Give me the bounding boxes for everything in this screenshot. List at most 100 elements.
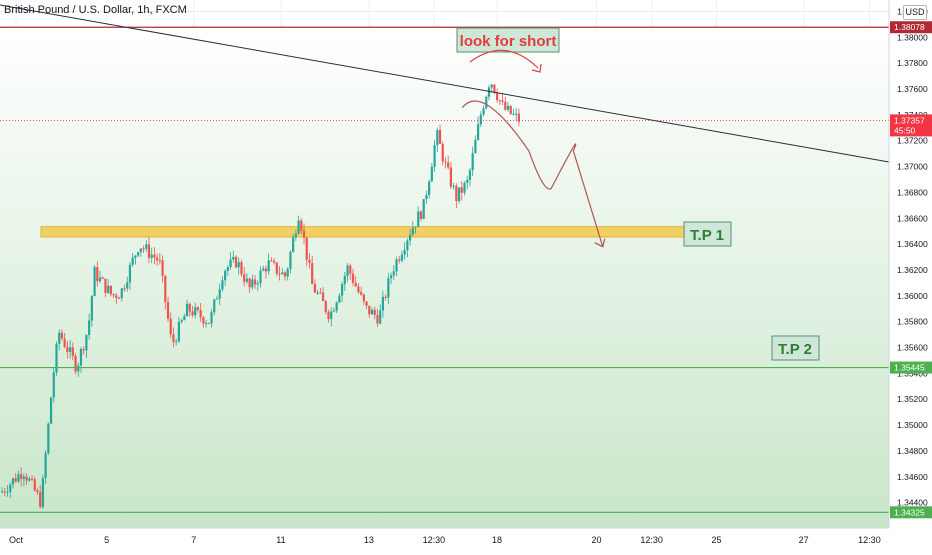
candle-body xyxy=(512,113,515,115)
candle-body xyxy=(232,256,235,260)
candle-body xyxy=(205,322,208,324)
candle-body xyxy=(177,321,180,342)
short-arrowhead xyxy=(531,63,542,73)
price-tick-label: 1.36800 xyxy=(897,187,928,197)
candle-body xyxy=(351,273,355,283)
current-price-tag-countdown: 45:50 xyxy=(894,125,916,135)
candle-body xyxy=(392,271,395,276)
candle-body xyxy=(319,292,322,294)
candle-body xyxy=(52,372,55,398)
candle-body xyxy=(477,124,480,140)
candle-body xyxy=(422,199,425,219)
candle-body xyxy=(438,130,442,144)
candle-body xyxy=(441,143,444,162)
candle-body xyxy=(41,478,44,507)
candle-body xyxy=(145,244,148,249)
current-price-tag-bg xyxy=(890,114,932,137)
candle-body xyxy=(58,332,61,344)
candle-body xyxy=(101,277,104,279)
candle-body xyxy=(449,167,452,187)
candle-body xyxy=(117,297,121,299)
look-for-short-annotation[interactable]: look for short xyxy=(456,27,560,53)
candle-body xyxy=(468,170,472,180)
candle-body xyxy=(199,309,202,318)
candle-body xyxy=(93,267,96,297)
price-tick-label: 1.37800 xyxy=(897,58,928,68)
candle-body xyxy=(444,161,447,163)
chart-title: British Pound / U.S. Dollar, 1h, FXCM xyxy=(4,4,187,16)
candle-body xyxy=(107,285,110,293)
price-tick-label: 1.37600 xyxy=(897,84,928,94)
projection-arrowhead xyxy=(594,238,606,248)
candle-body xyxy=(373,309,376,315)
current-price-tag-text: 1.37357 xyxy=(894,115,925,125)
lower-price-tag-bg xyxy=(890,506,932,519)
tp1-box xyxy=(683,221,732,247)
candle-body xyxy=(164,275,167,302)
annotation-box xyxy=(456,27,560,53)
candle-body xyxy=(398,259,401,261)
time-tick-label: 18 xyxy=(492,535,502,545)
candle-body xyxy=(63,338,66,348)
candle-body xyxy=(501,100,504,102)
candle-body xyxy=(463,182,466,193)
candle-body xyxy=(69,347,72,352)
tp2-price-tag[interactable]: 1.35445 xyxy=(890,361,932,374)
tp2-price-tag-bg xyxy=(890,361,932,374)
candle-body xyxy=(504,101,507,110)
candle-body xyxy=(137,252,140,256)
candle-body xyxy=(82,349,85,351)
tp2-label[interactable]: T.P 2 xyxy=(771,335,820,361)
candle-body xyxy=(368,305,371,315)
candle-body xyxy=(85,335,88,351)
candle-body xyxy=(297,220,300,234)
candle-body xyxy=(175,341,178,343)
lower-price-tag-text: 1.34325 xyxy=(894,507,925,517)
lower-price-tag[interactable]: 1.34325 xyxy=(890,506,932,519)
candle-body xyxy=(11,478,15,485)
candle-body xyxy=(436,130,439,146)
time-axis-bg xyxy=(0,528,932,550)
candle-body xyxy=(281,272,284,275)
price-tick-label: 1.38000 xyxy=(897,32,928,42)
candle-body xyxy=(498,100,501,102)
candle-body xyxy=(188,303,191,312)
tp2-text: T.P 2 xyxy=(778,341,812,358)
candle-body xyxy=(452,185,455,187)
candle-body xyxy=(490,84,493,88)
candle-body xyxy=(346,265,349,276)
candle-body xyxy=(324,300,327,312)
currency-selector[interactable]: USD xyxy=(903,5,927,20)
price-tick-label: 1.37000 xyxy=(897,162,928,172)
candle-body xyxy=(14,478,17,482)
time-tick-label: 5 xyxy=(104,535,109,545)
candle-body xyxy=(88,320,91,336)
price-tick-label: 1.36600 xyxy=(897,213,928,223)
candle-body xyxy=(379,310,382,324)
candle-body xyxy=(362,294,365,302)
candle-body xyxy=(49,397,53,424)
resistance-price-tag[interactable]: 1.38078 xyxy=(890,21,932,34)
candle-body xyxy=(278,273,281,275)
candle-body xyxy=(71,347,74,356)
candle-body xyxy=(305,237,308,260)
candle-body xyxy=(493,84,496,94)
resistance-price-tag-text: 1.38078 xyxy=(894,22,925,32)
candle-body xyxy=(9,484,12,492)
resistance-price-tag-bg xyxy=(890,21,932,34)
candle-body xyxy=(457,187,461,202)
candle-body xyxy=(115,295,118,298)
candle-body xyxy=(471,153,474,171)
candle-body xyxy=(273,260,276,263)
tp1-label[interactable]: T.P 1 xyxy=(683,221,732,247)
candle-body xyxy=(245,278,248,282)
candle-body xyxy=(419,211,423,219)
candle-body xyxy=(376,314,379,324)
candle-body xyxy=(460,187,463,193)
candle-body xyxy=(270,260,273,262)
time-tick-label: 27 xyxy=(799,535,809,545)
price-tick-label: 1.35000 xyxy=(897,420,928,430)
